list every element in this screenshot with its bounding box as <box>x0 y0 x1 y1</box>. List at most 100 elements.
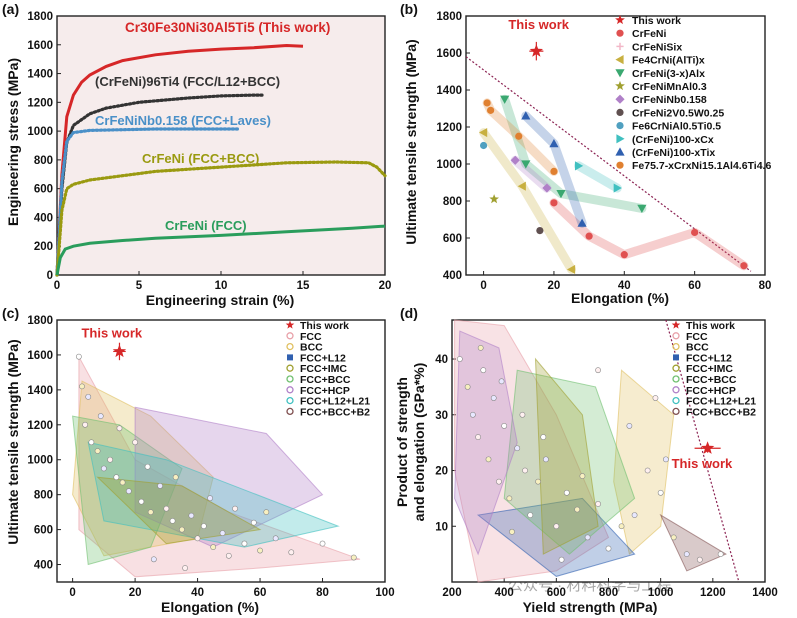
data-point <box>479 141 488 150</box>
legend-label: FCC+L12 <box>686 352 732 364</box>
data-point <box>169 517 176 524</box>
y-tick-label: 20 <box>435 466 448 478</box>
data-point <box>620 251 628 259</box>
data-point <box>662 456 669 463</box>
data-point <box>79 383 85 390</box>
legend-label: FCC <box>300 331 322 343</box>
y-tick-label: 1400 <box>27 385 53 397</box>
data-point <box>75 353 82 360</box>
y-tick-label: 400 <box>34 560 53 572</box>
legend-marker <box>672 386 680 394</box>
legend-label: FCC <box>686 331 708 343</box>
this-work-marker <box>529 44 543 57</box>
x-tick-label: 600 <box>547 587 566 599</box>
x-tick-label: 5 <box>136 280 143 292</box>
legend-marker <box>616 122 624 130</box>
legend-marker <box>615 147 625 156</box>
y-tick-label: 1200 <box>436 122 462 134</box>
data-point <box>456 356 463 362</box>
x-tick-label: 15 <box>297 280 310 292</box>
y-tick-label: 600 <box>34 184 53 196</box>
data-point <box>172 474 179 481</box>
legend-marker <box>616 134 625 144</box>
plot-area-0 <box>57 16 385 275</box>
series-band <box>500 94 647 213</box>
data-point <box>509 528 515 535</box>
series-label: CrFeNi (FCC+BCC) <box>142 151 259 166</box>
legend-marker <box>672 364 680 372</box>
data-point <box>717 551 724 558</box>
data-point <box>82 421 89 428</box>
data-point <box>132 439 138 446</box>
axis-title-d-y-line2: and elongation (GPa*%) <box>411 363 427 522</box>
data-point <box>740 262 748 270</box>
data-point <box>288 549 295 556</box>
data-point <box>94 448 101 454</box>
legend-label: FCC+IMC <box>300 363 347 375</box>
legend-label: BCC <box>300 342 323 354</box>
axis-title-b-y: Ultimate tensile strength (MPa) <box>403 39 419 244</box>
legend-marker <box>286 342 294 351</box>
data-point <box>631 512 638 519</box>
data-point <box>319 540 326 547</box>
data-point <box>257 547 263 554</box>
axis-title-d-x: Yield strength (MPa) <box>523 599 658 615</box>
data-point <box>469 411 476 418</box>
data-point <box>478 127 488 138</box>
data-point <box>626 423 633 429</box>
this-work-label: This work <box>81 325 142 340</box>
y-tick-label: 400 <box>443 270 462 282</box>
series-label: CrFeNi (FCC) <box>165 218 247 233</box>
plot-frame-2 <box>56 319 386 583</box>
data-point <box>691 228 699 237</box>
data-point <box>618 523 625 530</box>
y-tick-label: 1200 <box>27 97 53 109</box>
x-tick-label: 0 <box>69 587 75 599</box>
data-point <box>522 467 528 474</box>
data-point <box>138 498 145 505</box>
data-point <box>210 544 217 550</box>
data-point <box>550 167 558 175</box>
data-point <box>480 367 487 374</box>
data-point <box>579 473 586 479</box>
data-point <box>489 194 499 204</box>
legend-label: FCC+L12+L21 <box>686 396 756 408</box>
legend-label: (CrFeNi)100-xCx <box>632 134 714 146</box>
legend-marker <box>672 407 680 416</box>
legend-marker <box>286 407 294 416</box>
legend-marker <box>287 354 293 361</box>
data-point <box>535 478 541 485</box>
y-tick-label: 0 <box>47 270 53 282</box>
data-point <box>490 395 497 401</box>
class-region <box>659 513 727 572</box>
data-point <box>501 423 508 429</box>
data-point <box>558 556 565 563</box>
legend-label: FCC+IMC <box>686 363 733 375</box>
data-point <box>514 445 521 452</box>
data-point <box>595 501 601 507</box>
trend-line <box>465 56 752 272</box>
y-tick-label: 1600 <box>27 40 53 52</box>
series-line <box>55 160 387 277</box>
data-point <box>487 106 495 114</box>
y-tick-label: 1400 <box>436 85 462 97</box>
panel-tag-a: (a) <box>2 1 19 17</box>
data-point <box>605 545 612 552</box>
legend-label: Fe75.7-xCrxNi15.1Al4.6Ti4.6 <box>632 160 771 172</box>
legend-label: CrFeNiNb0.158 <box>632 94 707 106</box>
data-point <box>595 367 601 374</box>
legend-label: This work <box>300 320 349 332</box>
series-line <box>55 127 239 277</box>
legend-marker <box>285 320 295 329</box>
legend-marker <box>286 396 294 405</box>
legend-label: This work <box>686 320 735 332</box>
data-point <box>521 160 531 169</box>
legend-marker <box>616 161 624 169</box>
x-tick-label: 60 <box>254 587 267 599</box>
x-tick-label: 100 <box>375 587 394 599</box>
y-tick-label: 1400 <box>27 69 53 81</box>
x-tick-label: 40 <box>618 280 631 292</box>
x-tick-label: 1200 <box>700 587 726 599</box>
data-point <box>543 456 549 463</box>
plot-area-2 <box>57 320 385 582</box>
